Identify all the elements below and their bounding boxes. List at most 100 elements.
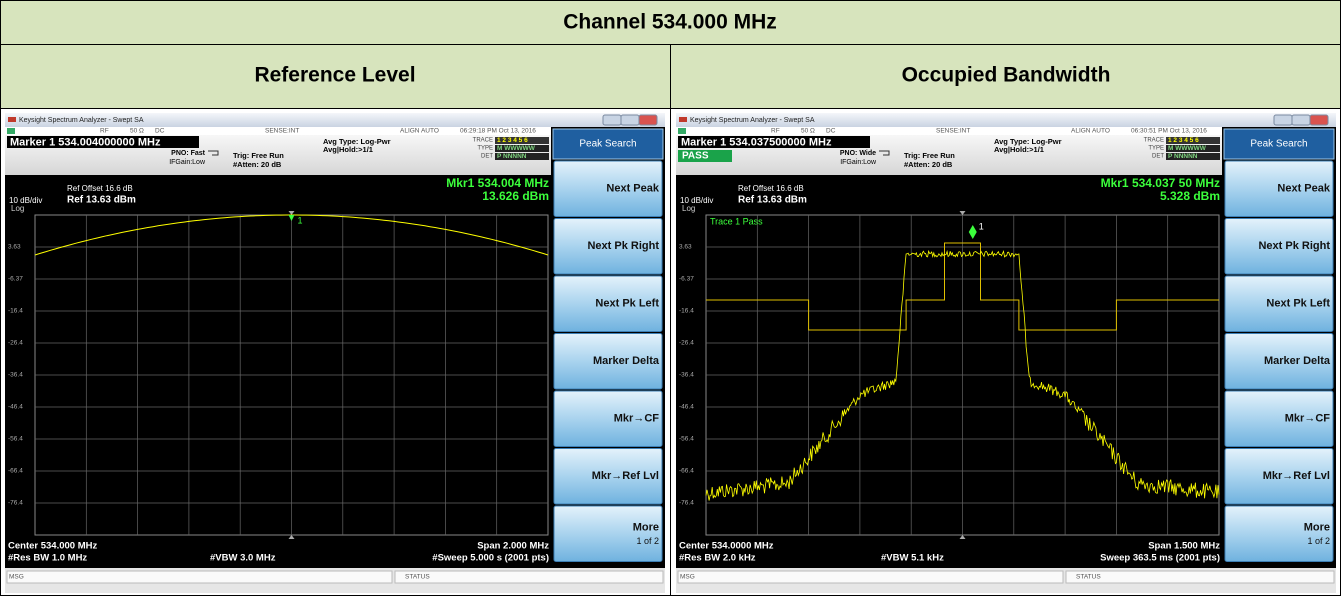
y-label: 3.63 — [8, 244, 21, 251]
ifgain: IFGain:Low — [840, 159, 877, 166]
status-text: SENSE:INT — [936, 128, 970, 135]
y-label: -6.37 — [8, 276, 23, 283]
marker-number: 1 — [979, 221, 984, 231]
trace-note: Trace 1 Pass — [710, 216, 763, 226]
trace-value: P NNNNN — [497, 153, 527, 160]
marker-value: 13.626 dBm — [482, 189, 549, 203]
status-text: RF — [771, 128, 780, 135]
softkey-label: Next Pk Left — [595, 298, 659, 310]
softkey-label: Mkr→CF — [614, 413, 660, 425]
y-label: -66.4 — [8, 468, 23, 475]
window-button — [603, 115, 621, 125]
pno: PNO: Wide — [840, 150, 876, 157]
softkey-label: Next Peak — [606, 183, 659, 195]
msg-label: MSG — [680, 574, 695, 581]
y-label: -26.4 — [679, 340, 694, 347]
trace-label: TYPE — [477, 146, 493, 152]
pno: PNO: Fast — [171, 150, 206, 157]
marker-number: 1 — [298, 215, 303, 225]
window-button — [1292, 115, 1310, 125]
atten: #Atten: 20 dB — [904, 160, 953, 169]
status-text: 06:30:51 PM Oct 13, 2016 — [1131, 128, 1207, 135]
status-field — [395, 571, 663, 583]
y-label: -56.4 — [679, 436, 694, 443]
trace-value: 1 2 3 4 5 6 — [1168, 137, 1199, 144]
softkey-label: Next Pk Right — [1258, 240, 1330, 252]
app-icon — [8, 117, 16, 122]
vbw: #VBW 5.1 kHz — [881, 553, 944, 564]
res-bw: #Res BW 1.0 MHz — [8, 553, 87, 564]
ref-offset: Ref Offset 16.6 dB — [738, 184, 804, 193]
status-label: STATUS — [1076, 574, 1101, 581]
span: Span 2.000 MHz — [477, 541, 549, 552]
marker-readout: Mkr1 534.004 MHz — [446, 176, 549, 190]
softkey-label: Next Pk Left — [1266, 298, 1330, 310]
message-field — [678, 571, 1063, 583]
window-button — [639, 115, 657, 125]
window-button — [1274, 115, 1292, 125]
status-text: 50 Ω — [130, 128, 144, 135]
column-heading: Occupied Bandwidth — [902, 64, 1111, 87]
status-text: ALIGN AUTO — [1071, 128, 1110, 135]
ref-level: Ref 13.63 dBm — [738, 195, 807, 206]
ifgain: IFGain:Low — [169, 159, 206, 166]
y-label: 3.63 — [679, 244, 692, 251]
trig: Trig: Free Run — [233, 151, 284, 160]
status-field — [1066, 571, 1334, 583]
trace-value: M WWWWW — [1168, 145, 1207, 152]
softkey-label: Mkr→Ref Lvl — [1263, 470, 1330, 482]
span: Span 1.500 MHz — [1148, 541, 1220, 552]
trace-value: M WWWWW — [497, 145, 536, 152]
marker-freq: Marker 1 534.037500000 MHz — [681, 136, 832, 148]
softkey-title: Peak Search — [579, 139, 636, 150]
analyzer-screen: Keysight Spectrum Analyzer - Swept SA RF 5… — [676, 113, 1336, 593]
y-label: -6.37 — [679, 276, 694, 283]
app-icon — [679, 117, 687, 122]
softkey[interactable] — [1225, 506, 1333, 562]
softkey[interactable] — [554, 506, 662, 562]
softkey-label: More — [1304, 522, 1330, 534]
marker-readout: Mkr1 534.037 50 MHz — [1101, 176, 1220, 190]
status-icon — [678, 128, 686, 134]
y-label: -36.4 — [8, 372, 23, 379]
trace-label: DET — [481, 154, 493, 160]
sweep: Sweep 363.5 ms (2001 pts) — [1100, 553, 1220, 564]
y-label: -56.4 — [8, 436, 23, 443]
window-button — [621, 115, 639, 125]
y-label: -46.4 — [8, 404, 23, 411]
pass-text: PASS — [682, 151, 709, 162]
y-label: -36.4 — [679, 372, 694, 379]
status-text: DC — [155, 128, 165, 135]
window-title: Keysight Spectrum Analyzer - Swept SA — [690, 117, 815, 124]
trace-label: TYPE — [1148, 146, 1164, 152]
page: {"header": {"title": "Channel 534.000 MH… — [0, 0, 1341, 601]
trace-label: DET — [1152, 154, 1164, 160]
y-label: -76.4 — [679, 500, 694, 507]
analyzer-screen: Keysight Spectrum Analyzer - Swept SARF5… — [5, 113, 665, 593]
y-label: -66.4 — [679, 468, 694, 475]
softkey-label: Mkr→Ref Lvl — [592, 470, 659, 482]
softkey-page: 1 of 2 — [1307, 536, 1330, 546]
marker-freq: Marker 1 534.004000000 MHz — [10, 136, 161, 148]
softkey-label: More — [633, 522, 659, 534]
document: Channel 534.000 MHz Reference LevelKeysi… — [0, 0, 1341, 596]
y-label: -76.4 — [8, 500, 23, 507]
y-label: -16.4 — [679, 308, 694, 315]
center-freq: Center 534.000 MHz — [8, 541, 97, 552]
window-button — [1310, 115, 1328, 125]
vbw: #VBW 3.0 MHz — [210, 553, 276, 564]
res-bw: #Res BW 2.0 kHz — [679, 553, 756, 564]
status-text: SENSE:INT — [265, 128, 299, 135]
log: Log — [682, 204, 695, 213]
softkey-label: Marker Delta — [1264, 355, 1331, 367]
message-field — [7, 571, 392, 583]
table-title: Channel 534.000 MHz — [563, 11, 777, 34]
marker-value: 5.328 dBm — [1160, 189, 1220, 203]
center-freq: Center 534.0000 MHz — [679, 541, 774, 552]
y-label: -16.4 — [8, 308, 23, 315]
status-text: 50 Ω — [801, 128, 815, 135]
softkey-title: Peak Search — [1250, 139, 1307, 150]
trig: Trig: Free Run — [904, 151, 955, 160]
ref-offset: Ref Offset 16.6 dB — [67, 184, 133, 193]
avg-hold: Avg|Hold:>1/1 — [994, 145, 1044, 154]
